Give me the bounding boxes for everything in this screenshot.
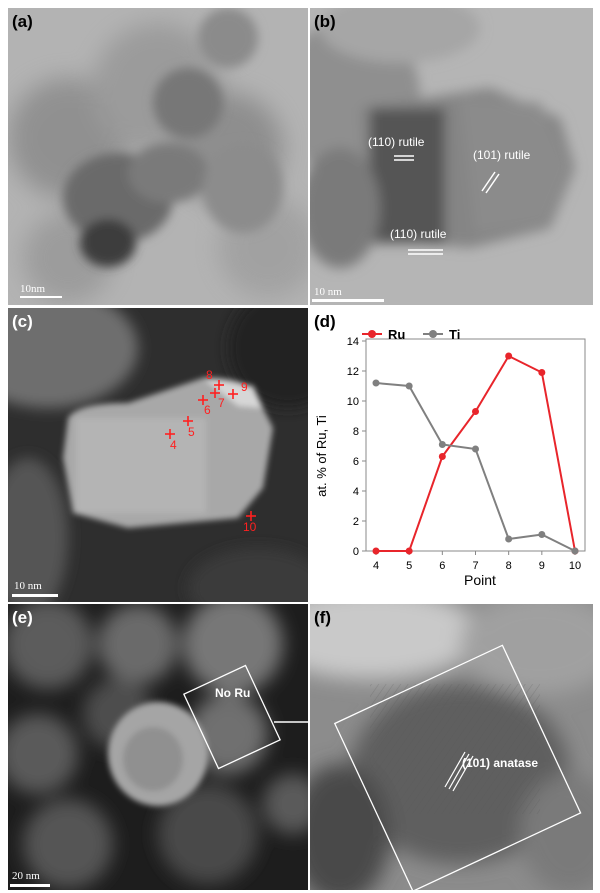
marker-point-4 (165, 429, 175, 439)
point-ru-8 (505, 352, 513, 360)
y-tick-label: 14 (347, 336, 359, 348)
point-ru-9 (538, 369, 546, 376)
point-ti-5 (405, 382, 413, 390)
panel-b-lattice-marks (394, 155, 500, 255)
panel-a-tem-image: (a) 10nm (8, 8, 308, 305)
panel-f-tem-image: (f) (101) anatase (310, 604, 593, 890)
x-tick-label: 10 (569, 560, 581, 572)
x-tick-label: 4 (373, 560, 379, 572)
panel-c-micrograph (8, 308, 308, 602)
point-ti-8 (505, 535, 513, 543)
point-ru-4 (372, 547, 380, 555)
x-tick-label: 6 (439, 560, 445, 572)
y-tick-label: 8 (353, 426, 359, 438)
point-ti-4 (372, 379, 380, 387)
chart-x-axis-label: Point (464, 572, 496, 588)
legend-ti-marker (429, 330, 437, 338)
panel-d-chart: 0 2 4 6 8 10 12 14 4 5 6 7 8 9 10 Point at. % of Ru, T… (310, 308, 593, 602)
chart-legend: Ru Ti (362, 327, 460, 342)
panel-c-scale-bar (12, 594, 58, 597)
marker-point-7 (210, 388, 220, 398)
panel-a-micrograph (8, 8, 308, 305)
panel-b-annotation-101: (101) rutile (473, 148, 531, 162)
panel-b-annotation-110-top: (110) rutile (368, 135, 425, 149)
point-ru-5 (405, 547, 413, 555)
chart-plot-frame (365, 338, 586, 552)
y-tick-label: 4 (353, 486, 359, 498)
x-tick-label: 9 (539, 560, 545, 572)
panel-b-scale-text: 10 nm (314, 286, 342, 298)
panel-e-micrograph (8, 604, 308, 890)
panel-b-tem-image: (b) (110) rutile (101) rutile (110) ruti… (310, 8, 593, 305)
y-tick-label: 0 (353, 546, 359, 558)
panel-b-micrograph (310, 8, 593, 305)
panel-d-chart-svg: 0 2 4 6 8 10 12 14 4 5 6 7 8 9 10 Point at. % of Ru, T… (314, 327, 586, 588)
x-tick-label: 8 (506, 560, 512, 572)
panel-c-point-label-5: 5 (188, 425, 195, 439)
y-tick-label: 6 (353, 456, 359, 468)
panel-a-label: (a) (12, 12, 33, 31)
point-ru-6 (438, 453, 446, 460)
marker-point-8 (214, 380, 224, 390)
chart-ticks: 0 2 4 6 8 10 12 14 4 5 6 7 8 9 10 (347, 336, 581, 572)
panel-c-point-label-4: 4 (170, 438, 177, 452)
panel-f-label: (f) (314, 608, 331, 627)
panel-e-region-box (182, 664, 282, 770)
panel-c-scale-text: 10 nm (14, 580, 42, 592)
y-tick-label: 10 (347, 396, 359, 408)
panel-e-scale-bar (10, 884, 50, 887)
panel-c-point-label-9: 9 (241, 380, 248, 394)
point-ti-7 (472, 445, 479, 453)
legend-ti-label: Ti (449, 327, 460, 342)
marker-point-10 (246, 511, 256, 521)
panel-c-point-label-6: 6 (204, 403, 211, 417)
panel-b-annotation-110-bottom: (110) rutile (390, 227, 447, 241)
legend-ru-marker (368, 330, 376, 338)
marker-point-9 (228, 389, 238, 399)
panel-f-annotation: (101) anatase (462, 756, 539, 770)
point-ru-7 (472, 408, 479, 415)
panel-e-label: (e) (12, 608, 33, 627)
panel-e-scale-text: 20 nm (12, 870, 40, 882)
chart-axes (365, 338, 586, 552)
panel-e-stem-image: (e) No Ru 20 nm (8, 604, 308, 890)
x-tick-label: 5 (406, 560, 412, 572)
panel-c-point-label-8: 8 (206, 368, 213, 382)
panel-c-stem-image: (c) 4 5 6 7 8 9 10 10 nm (8, 308, 308, 602)
chart-series (372, 352, 579, 555)
panel-c-point-label-10: 10 (243, 520, 257, 534)
x-tick-label: 7 (472, 560, 478, 572)
legend-ru-label: Ru (388, 327, 405, 342)
panel-b-label: (b) (314, 12, 336, 31)
panel-c-point-label-7: 7 (218, 396, 225, 410)
y-tick-label: 2 (353, 516, 359, 528)
chart-y-axis-label: at. % of Ru, Ti (314, 415, 329, 497)
panel-a-scale-bar (20, 296, 62, 298)
panel-c-point-markers (165, 380, 256, 521)
panel-f-zoom-box (333, 644, 582, 890)
panel-b-scale-bar (312, 299, 384, 302)
panel-d-label: (d) (314, 312, 336, 331)
panel-c-label: (c) (12, 312, 33, 331)
y-tick-label: 12 (347, 366, 359, 378)
marker-point-5 (183, 416, 193, 426)
point-ti-6 (438, 441, 446, 448)
panel-e-box-label: No Ru (215, 686, 251, 700)
point-ti-10 (571, 547, 579, 555)
point-ti-9 (538, 531, 546, 538)
panel-f-micrograph (310, 604, 593, 890)
panel-a-scale-text: 10nm (20, 283, 46, 295)
marker-point-6 (198, 395, 208, 405)
